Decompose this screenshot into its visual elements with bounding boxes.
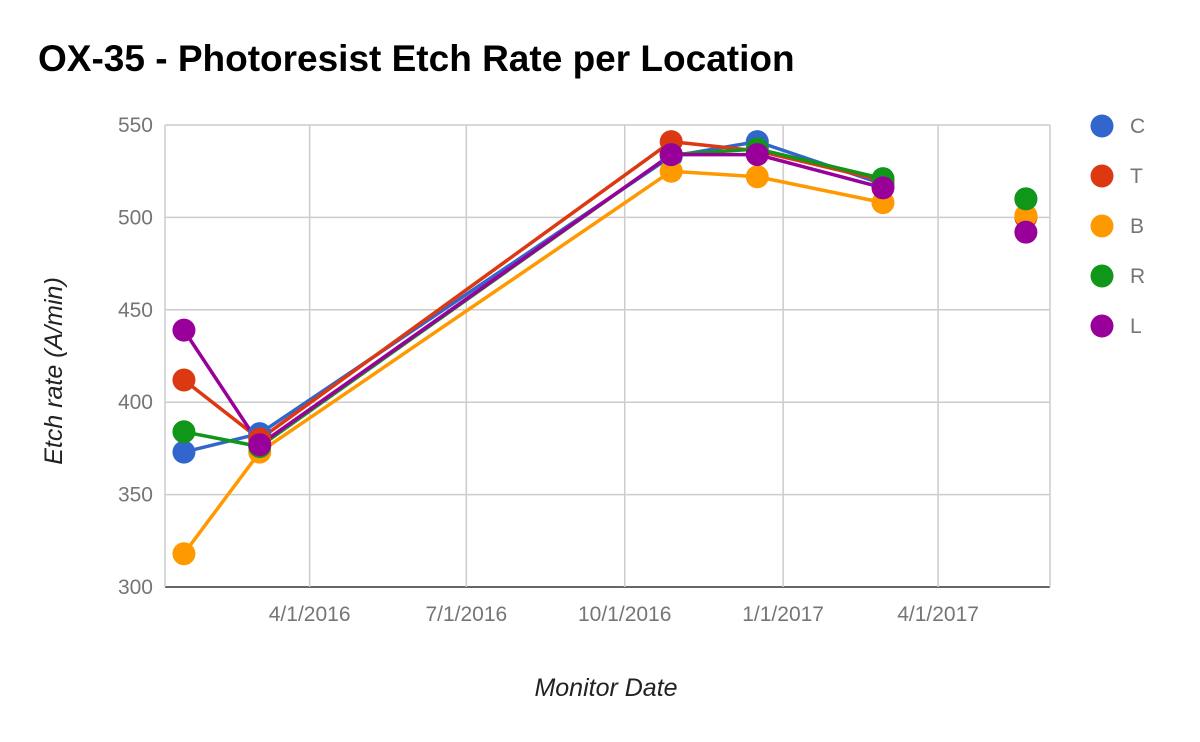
legend-label-C: C	[1130, 115, 1145, 138]
y-tick-label: 550	[118, 114, 153, 137]
x-tick-label: 4/1/2017	[897, 603, 979, 626]
series-points	[172, 130, 1038, 566]
legend-marker-L	[1090, 314, 1114, 338]
data-point-B	[1014, 204, 1038, 228]
data-point-T	[172, 368, 196, 392]
data-point-L	[871, 176, 895, 200]
y-tick-label: 400	[118, 391, 153, 414]
legend-marker-B	[1090, 214, 1114, 238]
series-line-T	[182, 139, 884, 441]
chart-title: OX-35 - Photoresist Etch Rate per Locati…	[38, 38, 795, 79]
y-axis-title: Etch rate (A/min)	[40, 277, 68, 465]
data-point-B	[745, 165, 769, 189]
data-point-L	[659, 143, 683, 167]
grid-lines	[164, 124, 1051, 588]
series-line-L	[182, 152, 884, 447]
data-point-C	[172, 440, 196, 464]
data-point-R	[1014, 187, 1038, 211]
legend-label-B: B	[1130, 215, 1144, 238]
x-tick-label: 1/1/2017	[742, 603, 824, 626]
x-tick-label: 4/1/2016	[269, 603, 351, 626]
y-tick-label: 500	[118, 206, 153, 229]
data-point-R	[172, 420, 196, 444]
y-tick-label: 350	[118, 484, 153, 507]
x-tick-label: 10/1/2016	[578, 603, 671, 626]
legend-label-L: L	[1130, 315, 1142, 338]
data-point-L	[248, 433, 272, 457]
legend-label-R: R	[1130, 265, 1145, 288]
data-point-B	[659, 159, 683, 183]
legend-marker-T	[1090, 164, 1114, 188]
y-axis-ticks: 300 350 400 450 500 550	[118, 114, 153, 599]
x-axis-title: Monitor Date	[534, 674, 677, 702]
y-tick-label: 300	[118, 576, 153, 599]
legend-marker-C	[1090, 114, 1114, 138]
data-point-B	[172, 542, 196, 566]
data-point-L	[172, 318, 196, 342]
x-axis-ticks: 4/1/2016 7/1/2016 10/1/2016 1/1/2017 4/1/201…	[269, 603, 979, 626]
legend: C T B R L	[1090, 114, 1145, 338]
legend-marker-R	[1090, 264, 1114, 288]
data-point-L	[745, 143, 769, 167]
series-lines	[182, 139, 884, 555]
x-tick-label: 7/1/2016	[425, 603, 507, 626]
y-tick-label: 450	[118, 299, 153, 322]
legend-label-T: T	[1130, 165, 1143, 188]
series-line-C	[183, 139, 884, 454]
series-line-B	[182, 169, 884, 555]
data-point-L	[1014, 220, 1038, 244]
